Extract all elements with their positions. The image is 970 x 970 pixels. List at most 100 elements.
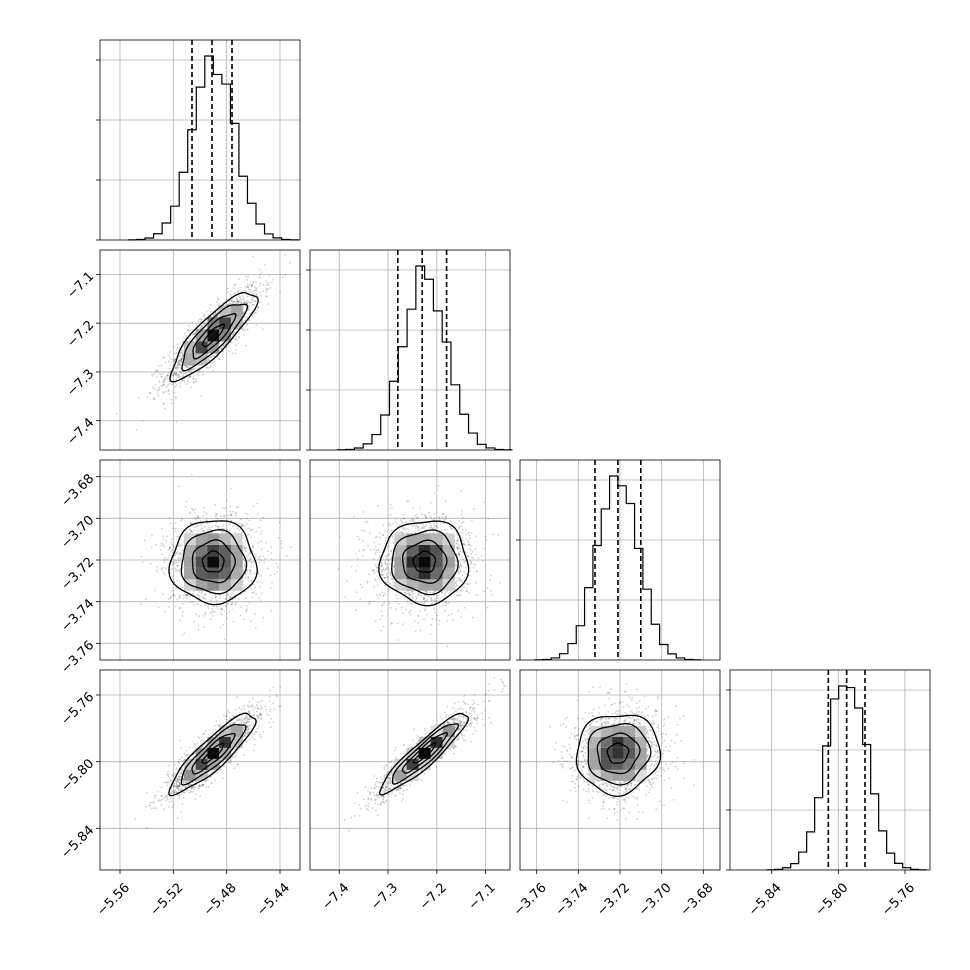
sample-point bbox=[464, 544, 467, 546]
sample-point bbox=[230, 328, 233, 331]
sample-point bbox=[250, 620, 252, 623]
sample-point bbox=[219, 358, 221, 361]
sample-point bbox=[271, 281, 273, 284]
sample-point bbox=[375, 535, 378, 538]
sample-point bbox=[408, 591, 411, 594]
sample-point bbox=[367, 544, 369, 547]
sample-point bbox=[407, 594, 410, 597]
sample-point bbox=[163, 610, 166, 613]
sample-point bbox=[228, 596, 231, 598]
sample-point bbox=[196, 516, 199, 519]
sample-point bbox=[175, 783, 178, 786]
sample-point bbox=[197, 516, 200, 519]
sample-point bbox=[228, 611, 231, 613]
sample-point bbox=[423, 618, 425, 621]
sample-point bbox=[194, 380, 197, 383]
sample-point bbox=[409, 613, 412, 616]
sample-point bbox=[192, 375, 195, 378]
sample-point bbox=[381, 604, 384, 607]
scatter-content bbox=[134, 685, 282, 829]
sample-point bbox=[425, 523, 427, 526]
sample-point bbox=[467, 539, 470, 542]
sample-point bbox=[179, 364, 182, 366]
sample-point bbox=[177, 564, 179, 567]
sample-point bbox=[491, 593, 494, 596]
sample-point bbox=[230, 340, 233, 343]
sample-point bbox=[144, 805, 147, 808]
sample-point bbox=[458, 553, 461, 556]
sample-point bbox=[202, 315, 205, 318]
sample-point bbox=[178, 382, 181, 385]
sample-point bbox=[235, 338, 238, 340]
sample-point bbox=[268, 274, 271, 277]
density-cell bbox=[406, 533, 419, 545]
sample-point bbox=[158, 380, 161, 383]
sample-point bbox=[382, 568, 385, 571]
sample-point bbox=[175, 421, 178, 423]
sample-point bbox=[164, 795, 167, 798]
sample-point bbox=[424, 591, 427, 594]
sample-point bbox=[253, 553, 256, 555]
sample-point bbox=[234, 283, 237, 286]
sample-point bbox=[436, 526, 439, 529]
density-cell bbox=[394, 567, 407, 580]
sample-point bbox=[470, 553, 472, 555]
sample-point bbox=[154, 383, 157, 386]
sample-point bbox=[177, 557, 180, 559]
sample-point bbox=[254, 613, 257, 616]
sample-point bbox=[390, 514, 392, 516]
sample-point bbox=[178, 794, 181, 797]
sample-point bbox=[203, 529, 205, 532]
sample-point bbox=[431, 527, 434, 530]
sample-point bbox=[463, 561, 466, 564]
sample-point bbox=[191, 368, 194, 371]
sample-point bbox=[441, 604, 444, 607]
sample-point bbox=[171, 589, 174, 592]
sample-point bbox=[177, 363, 180, 366]
sample-point bbox=[174, 373, 177, 375]
sample-point bbox=[246, 729, 249, 732]
sample-point bbox=[411, 596, 414, 599]
sample-point bbox=[193, 333, 196, 336]
sample-point bbox=[378, 551, 381, 554]
sample-point bbox=[196, 525, 198, 528]
sample-point bbox=[424, 605, 427, 608]
sample-point bbox=[237, 290, 240, 293]
sample-point bbox=[245, 275, 247, 278]
sample-point bbox=[464, 560, 467, 562]
sample-point bbox=[442, 522, 445, 525]
sample-point bbox=[414, 514, 417, 517]
sample-point bbox=[250, 565, 253, 568]
sample-point bbox=[261, 706, 263, 709]
sample-point bbox=[183, 380, 186, 383]
sample-point bbox=[175, 372, 178, 375]
sample-point bbox=[237, 506, 240, 508]
sample-point bbox=[167, 371, 170, 374]
sample-point bbox=[406, 599, 409, 602]
sample-point bbox=[204, 322, 207, 325]
sample-point bbox=[244, 524, 247, 527]
sample-point bbox=[247, 527, 250, 530]
sample-point bbox=[143, 539, 146, 542]
sample-point bbox=[388, 553, 391, 556]
sample-point bbox=[425, 599, 428, 602]
sample-point bbox=[167, 383, 170, 386]
sample-point bbox=[223, 528, 226, 530]
sample-point bbox=[403, 527, 405, 530]
sample-point bbox=[251, 284, 254, 287]
sample-point bbox=[181, 544, 184, 547]
sample-point bbox=[178, 784, 181, 786]
sample-point bbox=[366, 520, 369, 523]
sample-point bbox=[176, 346, 179, 349]
sample-point bbox=[222, 507, 224, 510]
sample-point bbox=[460, 490, 463, 492]
sample-point bbox=[246, 285, 249, 288]
sample-point bbox=[372, 558, 375, 561]
sample-point bbox=[221, 608, 224, 610]
sample-point bbox=[250, 284, 253, 287]
sample-point bbox=[149, 392, 152, 394]
sample-point bbox=[162, 402, 165, 405]
sample-point bbox=[243, 545, 246, 547]
sample-point bbox=[198, 615, 200, 618]
sample-point bbox=[371, 569, 374, 572]
